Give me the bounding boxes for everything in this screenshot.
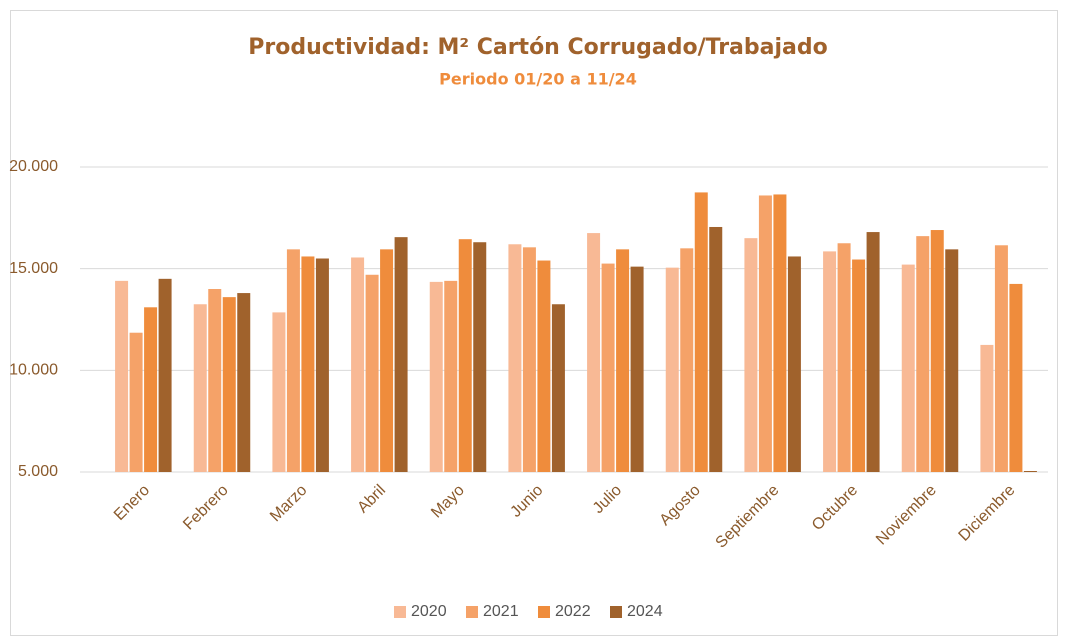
bar — [144, 307, 158, 472]
bar — [286, 249, 300, 472]
bar — [458, 239, 472, 472]
bar — [616, 249, 630, 472]
bar — [744, 238, 758, 472]
bar — [380, 249, 394, 472]
legend-swatch — [610, 606, 622, 618]
bar — [237, 293, 251, 472]
bar — [444, 280, 458, 472]
bar — [301, 256, 315, 472]
bar — [694, 192, 708, 472]
y-tick-label: 20.000 — [9, 158, 58, 175]
bar — [773, 194, 787, 472]
bar — [115, 280, 129, 472]
bar — [473, 242, 487, 472]
legend-label: 2022 — [555, 603, 591, 620]
bar — [272, 312, 286, 472]
y-tick-label: 10.000 — [9, 362, 58, 379]
bar — [222, 297, 236, 472]
bar — [901, 264, 915, 472]
y-tick-label: 5.000 — [18, 463, 58, 480]
bar — [1023, 471, 1037, 472]
bar — [537, 260, 551, 472]
y-tick-label: 15.000 — [9, 260, 58, 277]
bar — [365, 274, 379, 472]
bar — [916, 236, 930, 472]
bar — [866, 232, 880, 472]
bar — [394, 237, 408, 472]
bar — [787, 256, 801, 472]
legend-swatch — [466, 606, 478, 618]
bar — [852, 259, 866, 472]
bar — [994, 245, 1008, 472]
bar — [945, 249, 959, 472]
bar — [837, 243, 851, 472]
bar — [193, 304, 207, 472]
bar — [709, 226, 723, 472]
bar — [351, 257, 365, 472]
bar — [930, 230, 944, 472]
chart-subtitle: Periodo 01/20 a 11/24 — [439, 70, 637, 89]
bar — [522, 247, 536, 472]
legend-swatch — [538, 606, 550, 618]
legend-label: 2020 — [411, 603, 447, 620]
bar — [129, 332, 143, 472]
bar — [158, 278, 172, 472]
bar — [587, 233, 601, 472]
bar — [680, 248, 694, 472]
bar — [980, 344, 994, 472]
bar — [1009, 283, 1023, 472]
bar — [315, 258, 329, 472]
bar — [630, 266, 644, 472]
legend-swatch — [394, 606, 406, 618]
bar — [551, 304, 565, 472]
bar — [208, 289, 222, 472]
bar — [429, 281, 443, 472]
bar — [665, 267, 679, 472]
legend-label: 2021 — [483, 603, 519, 620]
bar — [508, 244, 522, 472]
legend-label: 2024 — [627, 603, 663, 620]
chart-title: Productividad: M² Cartón Corrugado/Traba… — [248, 35, 828, 60]
bar — [758, 195, 772, 472]
bar — [823, 251, 837, 472]
bar — [601, 263, 615, 472]
